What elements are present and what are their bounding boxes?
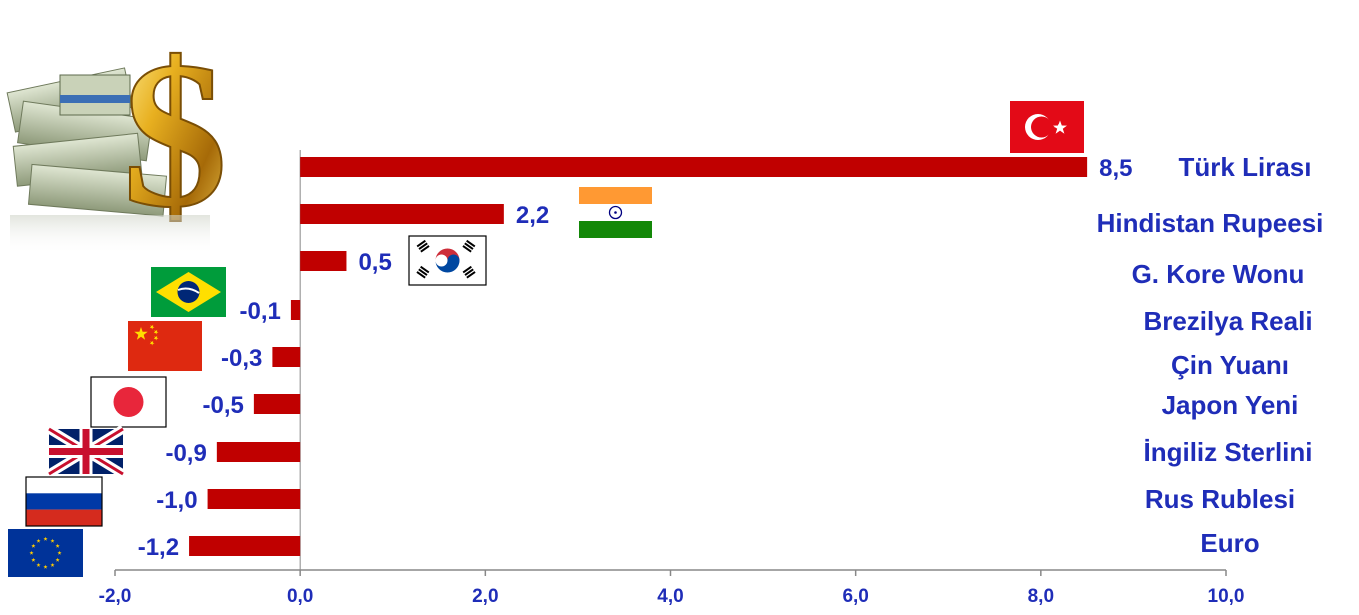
data-label: 8,5	[1099, 155, 1132, 182]
eu-flag	[8, 529, 83, 577]
bar	[253, 394, 301, 414]
india-flag	[579, 187, 652, 238]
bar	[300, 251, 347, 271]
data-label: -0,9	[165, 440, 206, 467]
category-label: Hindistan Rupeesi	[1097, 208, 1324, 238]
brazil-flag	[151, 267, 226, 317]
bar	[300, 157, 1088, 177]
bar	[207, 489, 301, 509]
uk-flag	[46, 425, 126, 478]
category-label: Türk Lirası	[1179, 152, 1312, 182]
category-label: Çin Yuanı	[1171, 350, 1289, 380]
x-tick-label: 6,0	[842, 586, 868, 607]
category-label: Brezilya Reali	[1143, 306, 1312, 336]
x-tick-label: -2,0	[99, 586, 132, 607]
x-tick-label: 10,0	[1208, 586, 1245, 607]
data-label: 2,2	[516, 202, 549, 229]
data-label: -1,0	[156, 487, 197, 514]
money-dollar-sign-icon: $	[6, 18, 229, 255]
bar	[272, 347, 301, 367]
china-flag	[128, 321, 202, 371]
data-label: -0,1	[240, 298, 281, 325]
x-tick-label: 8,0	[1028, 586, 1054, 607]
data-label: -1,2	[138, 534, 179, 561]
japan-flag	[90, 376, 167, 428]
category-label: Rus Rublesi	[1145, 484, 1295, 514]
bar	[216, 442, 301, 462]
category-label: İngiliz Sterlini	[1143, 437, 1312, 467]
data-label: -0,5	[203, 392, 244, 419]
bar	[300, 204, 504, 224]
data-label: 0,5	[358, 249, 391, 276]
data-label: -0,3	[221, 345, 262, 372]
category-label: G. Kore Wonu	[1132, 259, 1305, 289]
x-tick-label: 4,0	[657, 586, 683, 607]
category-label: Euro	[1200, 528, 1259, 558]
turkey-flag	[1010, 101, 1084, 153]
south-korea-flag	[408, 235, 487, 286]
category-label: Japon Yeni	[1162, 390, 1299, 420]
russia-flag	[25, 476, 103, 527]
x-tick-label: 0,0	[287, 586, 313, 607]
x-tick-label: 2,0	[472, 586, 498, 607]
bar	[189, 536, 301, 556]
bar	[290, 300, 301, 320]
svg-text:$: $	[123, 19, 228, 251]
